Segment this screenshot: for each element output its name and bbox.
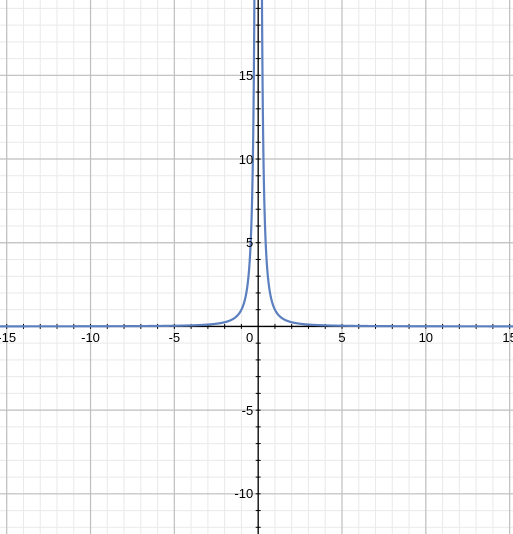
x-tick-label: 15 (502, 330, 513, 345)
y-tick-label: 10 (239, 152, 253, 167)
chart-svg (0, 0, 513, 534)
x-tick-label: 5 (338, 330, 345, 345)
y-tick-label: -10 (234, 486, 253, 501)
chart-container: -15-10-50510152015105-5-10 (0, 0, 513, 534)
x-tick-label: -15 (0, 330, 16, 345)
y-tick-label: 5 (246, 235, 253, 250)
x-tick-label: 10 (419, 330, 433, 345)
x-tick-label: -10 (81, 330, 100, 345)
y-tick-label: 15 (239, 68, 253, 83)
x-tick-label: 0 (246, 330, 253, 345)
y-tick-label: -5 (242, 403, 254, 418)
x-tick-label: -5 (169, 330, 181, 345)
